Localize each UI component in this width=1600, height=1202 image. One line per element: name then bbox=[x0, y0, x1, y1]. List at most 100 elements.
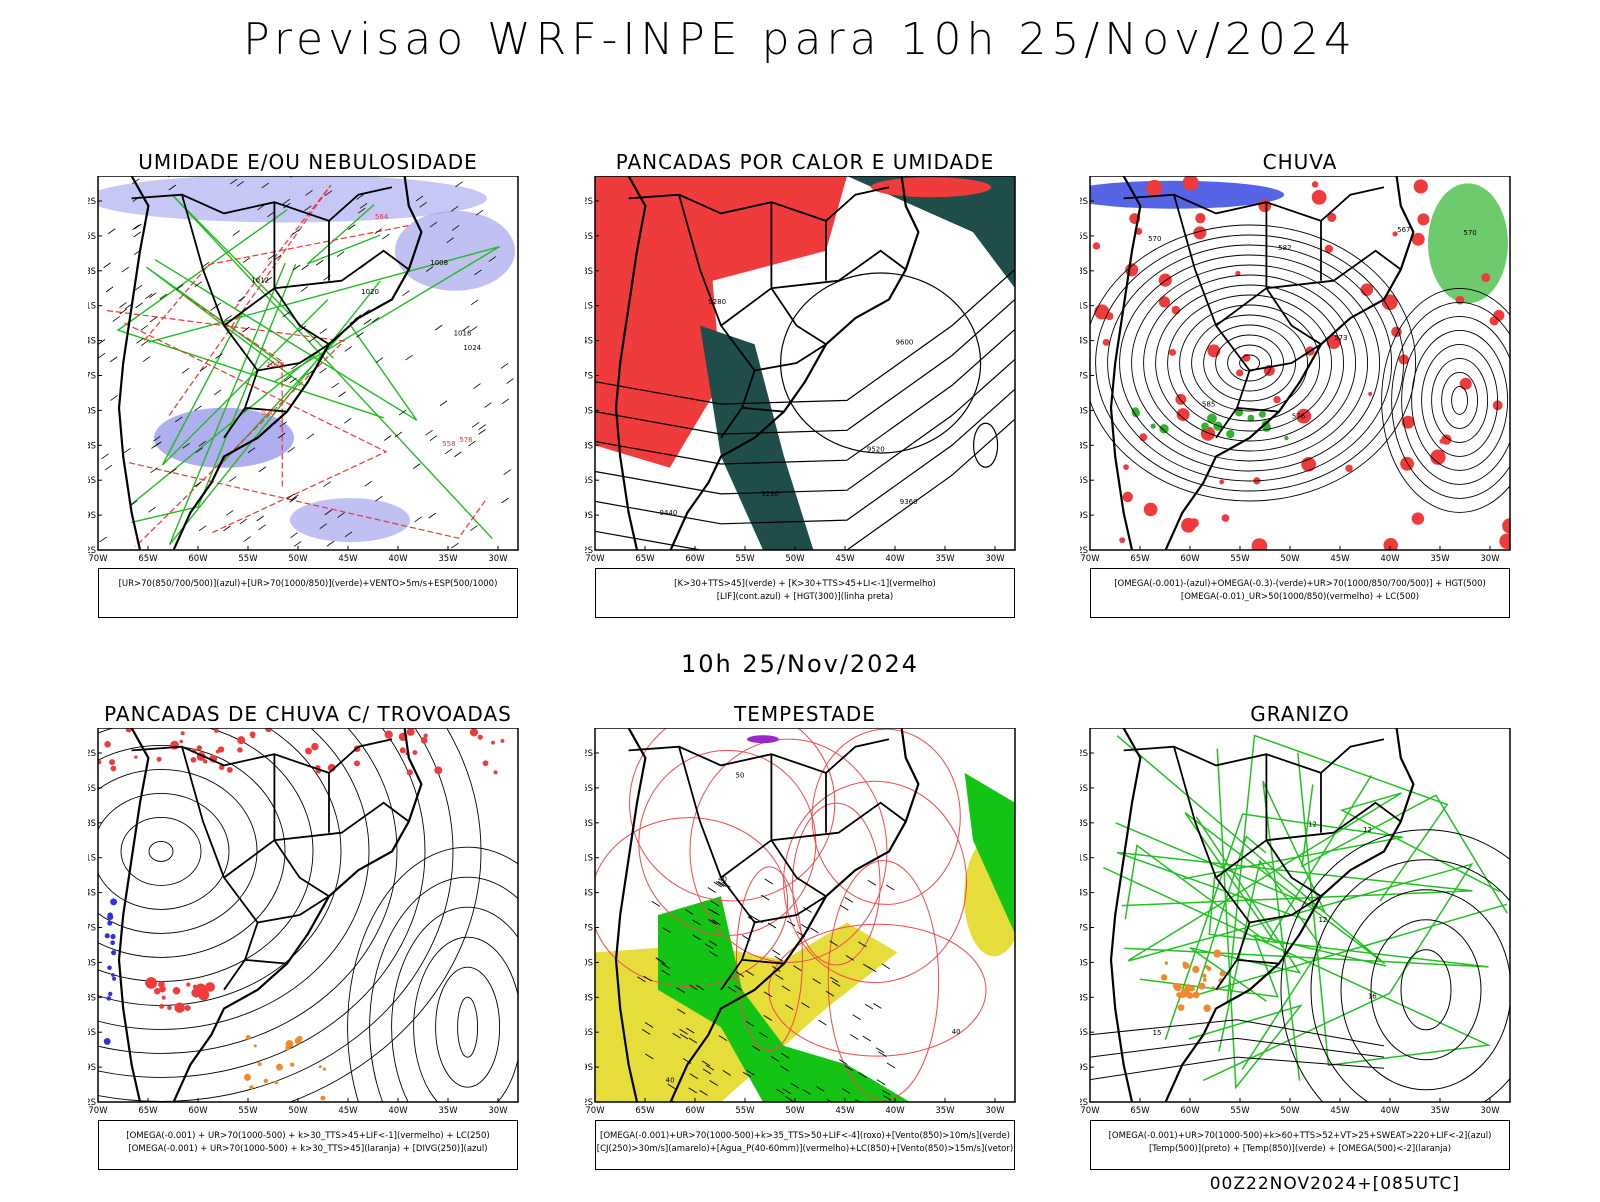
lon-label: 60W bbox=[188, 554, 208, 564]
lat-label: 39S bbox=[1080, 511, 1088, 521]
lat-label: 30S bbox=[1080, 958, 1088, 968]
forecast-map: 96009520944093609280928012S15S18S21S24S2… bbox=[585, 176, 1025, 572]
lat-label: 27S bbox=[585, 372, 593, 382]
lon-label: 40W bbox=[885, 1106, 905, 1116]
lat-label: 33S bbox=[1080, 993, 1088, 1003]
lon-label: 30W bbox=[488, 554, 508, 564]
lat-label: 12S bbox=[585, 749, 593, 759]
lon-label: 55W bbox=[1230, 1106, 1250, 1116]
lat-label: 24S bbox=[88, 889, 96, 899]
map-panel: CHUVA58558257657357056757012S15S18S21S24… bbox=[1080, 150, 1600, 650]
lon-label: 35W bbox=[438, 554, 458, 564]
lon-label: 70W bbox=[585, 1106, 605, 1116]
legend-line: [OMEGA(-0.001) + UR>70(1000-500) + k>30_… bbox=[99, 1130, 517, 1143]
lon-label: 70W bbox=[88, 554, 108, 564]
lat-label: 33S bbox=[88, 441, 96, 451]
lat-label: 12S bbox=[1080, 197, 1088, 207]
lat-label: 39S bbox=[1080, 1063, 1088, 1073]
lat-label: 18S bbox=[88, 267, 96, 277]
lat-label: 18S bbox=[88, 819, 96, 829]
panel-legend: [OMEGA(-0.001)-(azul)+OMEGA(-0.3)-(verde… bbox=[1090, 568, 1510, 618]
legend-line: [OMEGA(-0.001)-(azul)+OMEGA(-0.3)-(verde… bbox=[1091, 578, 1509, 591]
lon-label: 35W bbox=[935, 554, 955, 564]
contour-label: 9360 bbox=[900, 498, 918, 506]
lon-label: 30W bbox=[1480, 554, 1500, 564]
lat-label: 12S bbox=[585, 197, 593, 207]
contour-label: 40 bbox=[952, 1028, 961, 1036]
contour-label: 585 bbox=[1202, 400, 1215, 408]
legend-line: [K>30+TTS>45](verde) + [K>30+TTS>45+LI<-… bbox=[596, 578, 1014, 591]
lon-label: 40W bbox=[1380, 554, 1400, 564]
subtitle: 10h 25/Nov/2024 bbox=[0, 650, 1600, 678]
contour-label: 567 bbox=[1397, 226, 1410, 234]
contour-label: 573 bbox=[1334, 334, 1347, 342]
lat-label: 33S bbox=[585, 441, 593, 451]
lat-label: 39S bbox=[585, 511, 593, 521]
map-panel: GRANIZO121216151212S15S18S21S24S27S30S33… bbox=[1080, 702, 1600, 1202]
lon-label: 30W bbox=[985, 554, 1005, 564]
lon-label: 40W bbox=[388, 554, 408, 564]
lat-label: 39S bbox=[88, 1063, 96, 1073]
lat-label: 12S bbox=[88, 749, 96, 759]
lon-label: 55W bbox=[238, 1106, 258, 1116]
lat-label: 36S bbox=[1080, 1028, 1088, 1038]
forecast-map: 58558257657357056757012S15S18S21S24S27S3… bbox=[1080, 176, 1520, 572]
lon-label: 45W bbox=[835, 554, 855, 564]
lat-label: 36S bbox=[1080, 476, 1088, 486]
lon-label: 60W bbox=[685, 1106, 705, 1116]
forecast-map: 4040504012S15S18S21S24S27S30S33S36S39S42… bbox=[585, 728, 1025, 1124]
lon-label: 50W bbox=[288, 554, 308, 564]
contour-label: 1008 bbox=[430, 259, 448, 267]
forecast-map: 121216151212S15S18S21S24S27S30S33S36S39S… bbox=[1080, 728, 1520, 1124]
contour-label: 1016 bbox=[454, 329, 472, 337]
legend-line: [Temp(500)](preto) + [Temp(850)](verde) … bbox=[1091, 1143, 1509, 1156]
lon-label: 65W bbox=[635, 554, 655, 564]
lat-label: 30S bbox=[88, 958, 96, 968]
lon-label: 50W bbox=[1280, 554, 1300, 564]
lat-label: 33S bbox=[585, 993, 593, 1003]
lon-label: 65W bbox=[138, 554, 158, 564]
lat-label: 24S bbox=[1080, 337, 1088, 347]
panel-legend: [OMEGA(-0.001)+UR>70(1000-500)+k>35_TTS>… bbox=[595, 1120, 1015, 1170]
lat-label: 36S bbox=[88, 476, 96, 486]
lon-label: 40W bbox=[885, 554, 905, 564]
panel-legend: [OMEGA(-0.001) + UR>70(1000-500) + k>30_… bbox=[98, 1120, 518, 1170]
contour-label: 582 bbox=[1278, 244, 1291, 252]
panel-title: PANCADAS POR CALOR E UMIDADE bbox=[585, 150, 1025, 174]
lon-label: 35W bbox=[438, 1106, 458, 1116]
panel-title: UMIDADE E/OU NEBULOSIDADE bbox=[88, 150, 528, 174]
forecast-map: 12S15S18S21S24S27S30S33S36S39S42S70W65W6… bbox=[88, 728, 528, 1124]
lat-label: 30S bbox=[585, 958, 593, 968]
lat-label: 39S bbox=[88, 511, 96, 521]
panel-title: TEMPESTADE bbox=[585, 702, 1025, 726]
lon-label: 40W bbox=[1380, 1106, 1400, 1116]
contour-label: 1024 bbox=[463, 344, 481, 352]
panel-title: PANCADAS DE CHUVA C/ TROVOADAS bbox=[88, 702, 528, 726]
contour-label: 40 bbox=[666, 1076, 675, 1084]
lon-label: 50W bbox=[785, 554, 805, 564]
lon-label: 65W bbox=[1130, 1106, 1150, 1116]
legend-line: [CJ(250)>30m/s](amarelo)+[Agua_P(40-60mm… bbox=[596, 1143, 1014, 1156]
panel-legend: [OMEGA(-0.001)+UR>70(1000-500)+k>60+TTS>… bbox=[1090, 1120, 1510, 1170]
lon-label: 45W bbox=[1330, 1106, 1350, 1116]
panel-title: GRANIZO bbox=[1080, 702, 1520, 726]
lon-label: 50W bbox=[1280, 1106, 1300, 1116]
lat-label: 12S bbox=[88, 197, 96, 207]
contour-label: 564 bbox=[375, 213, 389, 221]
contour-label: 12 bbox=[1318, 916, 1327, 924]
lon-label: 55W bbox=[735, 554, 755, 564]
lat-label: 36S bbox=[585, 1028, 593, 1038]
map-panel: PANCADAS DE CHUVA C/ TROVOADAS12S15S18S2… bbox=[88, 702, 608, 1202]
lon-label: 70W bbox=[585, 554, 605, 564]
contour-label: 12 bbox=[1363, 826, 1372, 834]
lat-label: 27S bbox=[1080, 372, 1088, 382]
lat-label: 27S bbox=[88, 924, 96, 934]
lon-label: 45W bbox=[835, 1106, 855, 1116]
lat-label: 27S bbox=[585, 924, 593, 934]
lat-label: 18S bbox=[585, 267, 593, 277]
lon-label: 55W bbox=[238, 554, 258, 564]
lat-label: 24S bbox=[88, 337, 96, 347]
legend-line: [OMEGA(-0.01)_UR>50(1000/850)(vermelho) … bbox=[1091, 591, 1509, 604]
